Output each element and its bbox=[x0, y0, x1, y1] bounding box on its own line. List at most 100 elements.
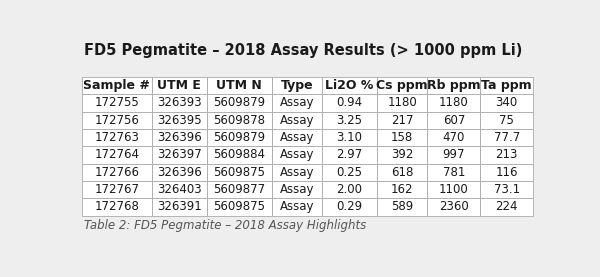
Bar bbox=[427, 146, 480, 164]
Text: 997: 997 bbox=[443, 148, 465, 161]
Bar bbox=[152, 146, 207, 164]
Text: Assay: Assay bbox=[280, 148, 314, 161]
Text: Assay: Assay bbox=[280, 166, 314, 179]
Text: 172764: 172764 bbox=[94, 148, 139, 161]
Text: Assay: Assay bbox=[280, 183, 314, 196]
Text: 781: 781 bbox=[443, 166, 465, 179]
Bar bbox=[427, 94, 480, 112]
Text: Cs ppm: Cs ppm bbox=[376, 79, 428, 92]
Bar bbox=[272, 94, 322, 112]
Text: UTM E: UTM E bbox=[157, 79, 201, 92]
Bar bbox=[322, 94, 377, 112]
Text: 172763: 172763 bbox=[94, 131, 139, 144]
Bar bbox=[377, 146, 427, 164]
Text: 2.97: 2.97 bbox=[337, 148, 362, 161]
Text: 213: 213 bbox=[496, 148, 518, 161]
Bar bbox=[152, 112, 207, 129]
Bar bbox=[207, 164, 272, 181]
Bar bbox=[427, 164, 480, 181]
Text: 589: 589 bbox=[391, 201, 413, 214]
Bar bbox=[207, 146, 272, 164]
Bar bbox=[427, 112, 480, 129]
Text: 75: 75 bbox=[499, 114, 514, 127]
Text: Assay: Assay bbox=[280, 131, 314, 144]
Bar bbox=[82, 112, 152, 129]
Bar bbox=[207, 198, 272, 216]
Text: 1100: 1100 bbox=[439, 183, 469, 196]
Text: 172756: 172756 bbox=[94, 114, 139, 127]
Text: 5609879: 5609879 bbox=[213, 131, 265, 144]
Text: 73.1: 73.1 bbox=[494, 183, 520, 196]
Bar bbox=[427, 77, 480, 94]
Text: 326393: 326393 bbox=[157, 96, 202, 109]
Text: 77.7: 77.7 bbox=[494, 131, 520, 144]
Text: 224: 224 bbox=[496, 201, 518, 214]
Text: Sample #: Sample # bbox=[83, 79, 150, 92]
Bar bbox=[377, 112, 427, 129]
Bar bbox=[480, 77, 533, 94]
Bar bbox=[322, 77, 377, 94]
Bar bbox=[207, 112, 272, 129]
Text: Assay: Assay bbox=[280, 201, 314, 214]
Bar bbox=[82, 77, 152, 94]
Text: 2.00: 2.00 bbox=[337, 183, 362, 196]
Text: 5609877: 5609877 bbox=[213, 183, 265, 196]
Text: Li2O %: Li2O % bbox=[325, 79, 374, 92]
Bar bbox=[377, 94, 427, 112]
Text: 116: 116 bbox=[496, 166, 518, 179]
Text: 618: 618 bbox=[391, 166, 413, 179]
Bar bbox=[322, 146, 377, 164]
Bar bbox=[207, 94, 272, 112]
Text: 1180: 1180 bbox=[388, 96, 417, 109]
Bar bbox=[427, 181, 480, 198]
Bar bbox=[480, 129, 533, 146]
Text: 470: 470 bbox=[443, 131, 465, 144]
Bar bbox=[322, 198, 377, 216]
Bar bbox=[272, 146, 322, 164]
Text: Assay: Assay bbox=[280, 114, 314, 127]
Bar bbox=[82, 164, 152, 181]
Bar bbox=[82, 129, 152, 146]
Bar bbox=[377, 181, 427, 198]
Text: 0.25: 0.25 bbox=[337, 166, 362, 179]
Text: 172755: 172755 bbox=[94, 96, 139, 109]
Text: 172768: 172768 bbox=[94, 201, 139, 214]
Text: 326403: 326403 bbox=[157, 183, 202, 196]
Bar bbox=[322, 129, 377, 146]
Bar bbox=[377, 129, 427, 146]
Text: 326397: 326397 bbox=[157, 148, 202, 161]
Text: 392: 392 bbox=[391, 148, 413, 161]
Text: UTM N: UTM N bbox=[216, 79, 262, 92]
Text: 5609875: 5609875 bbox=[213, 166, 265, 179]
Bar bbox=[480, 112, 533, 129]
Bar bbox=[322, 112, 377, 129]
Bar bbox=[322, 164, 377, 181]
Text: 326396: 326396 bbox=[157, 131, 202, 144]
Bar bbox=[272, 112, 322, 129]
Bar bbox=[480, 164, 533, 181]
Bar bbox=[82, 94, 152, 112]
Bar bbox=[272, 77, 322, 94]
Text: 1180: 1180 bbox=[439, 96, 469, 109]
Bar bbox=[480, 94, 533, 112]
Bar bbox=[152, 94, 207, 112]
Text: FD5 Pegmatite – 2018 Assay Results (> 1000 ppm Li): FD5 Pegmatite – 2018 Assay Results (> 10… bbox=[84, 43, 523, 58]
Bar bbox=[207, 129, 272, 146]
Text: Table 2: FD5 Pegmatite – 2018 Assay Highlights: Table 2: FD5 Pegmatite – 2018 Assay High… bbox=[84, 219, 367, 232]
Bar bbox=[272, 198, 322, 216]
Bar bbox=[152, 181, 207, 198]
Bar bbox=[207, 181, 272, 198]
Text: 340: 340 bbox=[496, 96, 518, 109]
Text: 172766: 172766 bbox=[94, 166, 139, 179]
Text: 3.25: 3.25 bbox=[337, 114, 362, 127]
Text: 5609875: 5609875 bbox=[213, 201, 265, 214]
Text: 217: 217 bbox=[391, 114, 413, 127]
Bar bbox=[272, 181, 322, 198]
Text: 172767: 172767 bbox=[94, 183, 139, 196]
Bar bbox=[152, 164, 207, 181]
Text: 5609884: 5609884 bbox=[213, 148, 265, 161]
Bar bbox=[272, 129, 322, 146]
Bar bbox=[82, 181, 152, 198]
Text: Rb ppm: Rb ppm bbox=[427, 79, 481, 92]
Text: 0.94: 0.94 bbox=[337, 96, 362, 109]
